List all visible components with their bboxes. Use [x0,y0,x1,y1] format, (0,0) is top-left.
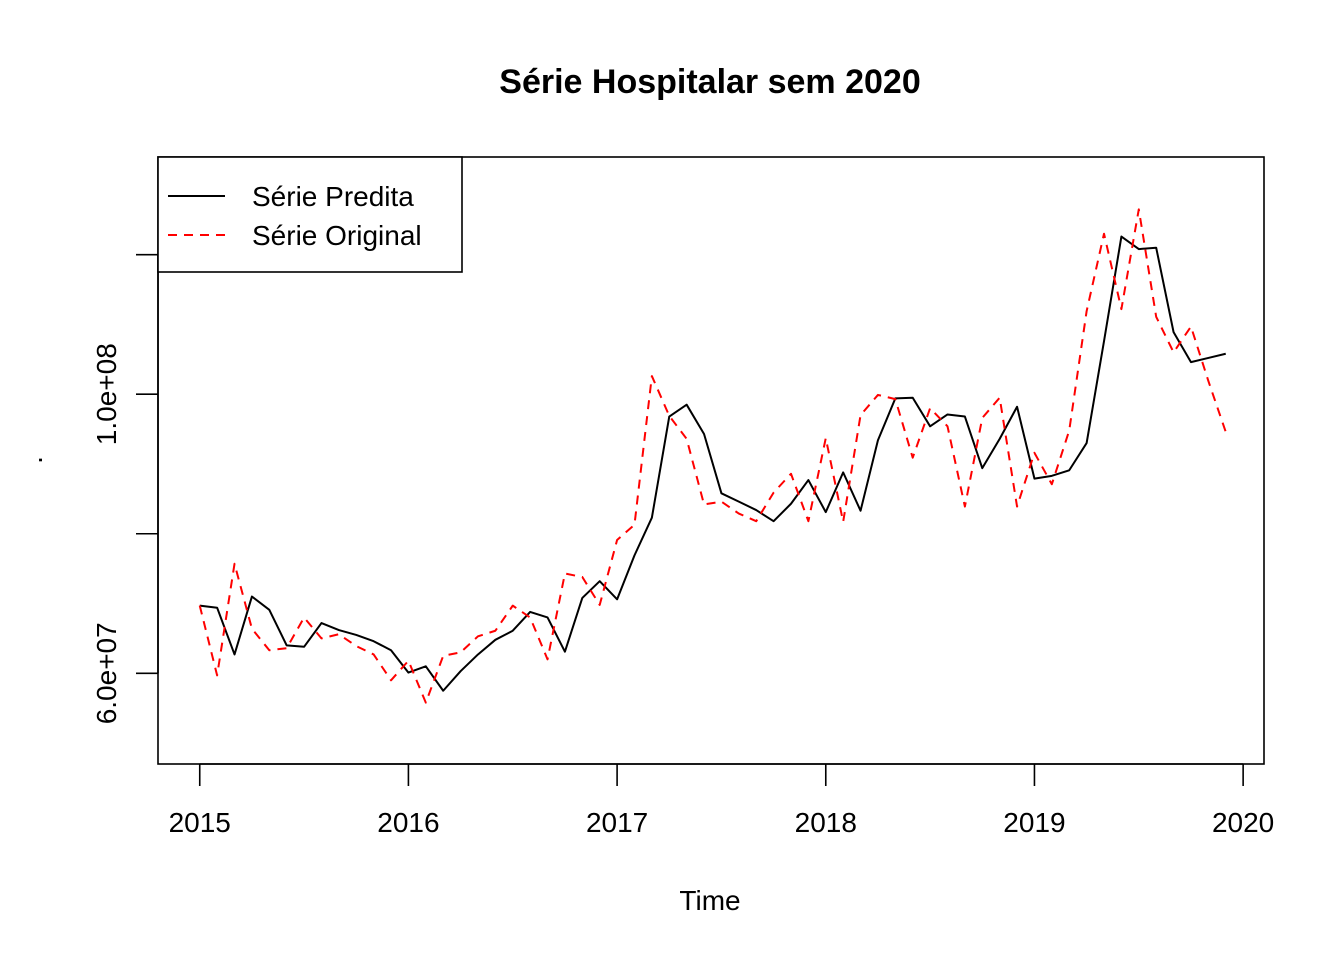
legend-box [157,156,463,273]
x-axis-label: Time [679,885,740,916]
series-layer [198,208,1227,704]
x-tick-label-0: 2015 [169,807,231,838]
x-tick-label-5: 2020 [1212,807,1274,838]
legend-label-original: Série Original [252,220,422,251]
legend-label-predita: Série Predita [252,181,414,212]
x-tick-label-2: 2017 [586,807,648,838]
legend: Série Predita Série Original [157,156,463,273]
y-axis-label: . [17,456,48,464]
x-tick-label-1: 2016 [377,807,439,838]
series-line-1 [198,208,1227,704]
x-tick-label-4: 2019 [1003,807,1065,838]
y-axis: 6.0e+07 1.0e+08 [91,253,159,724]
y-tick-label-0: 6.0e+07 [91,622,122,724]
chart-title: Série Hospitalar sem 2020 [499,63,920,101]
series-line-0 [199,235,1226,692]
x-tick-label-3: 2018 [795,807,857,838]
y-tick-label-2: 1.0e+08 [91,343,122,445]
x-axis: 2015 2016 2017 2018 2019 2020 [169,763,1274,838]
